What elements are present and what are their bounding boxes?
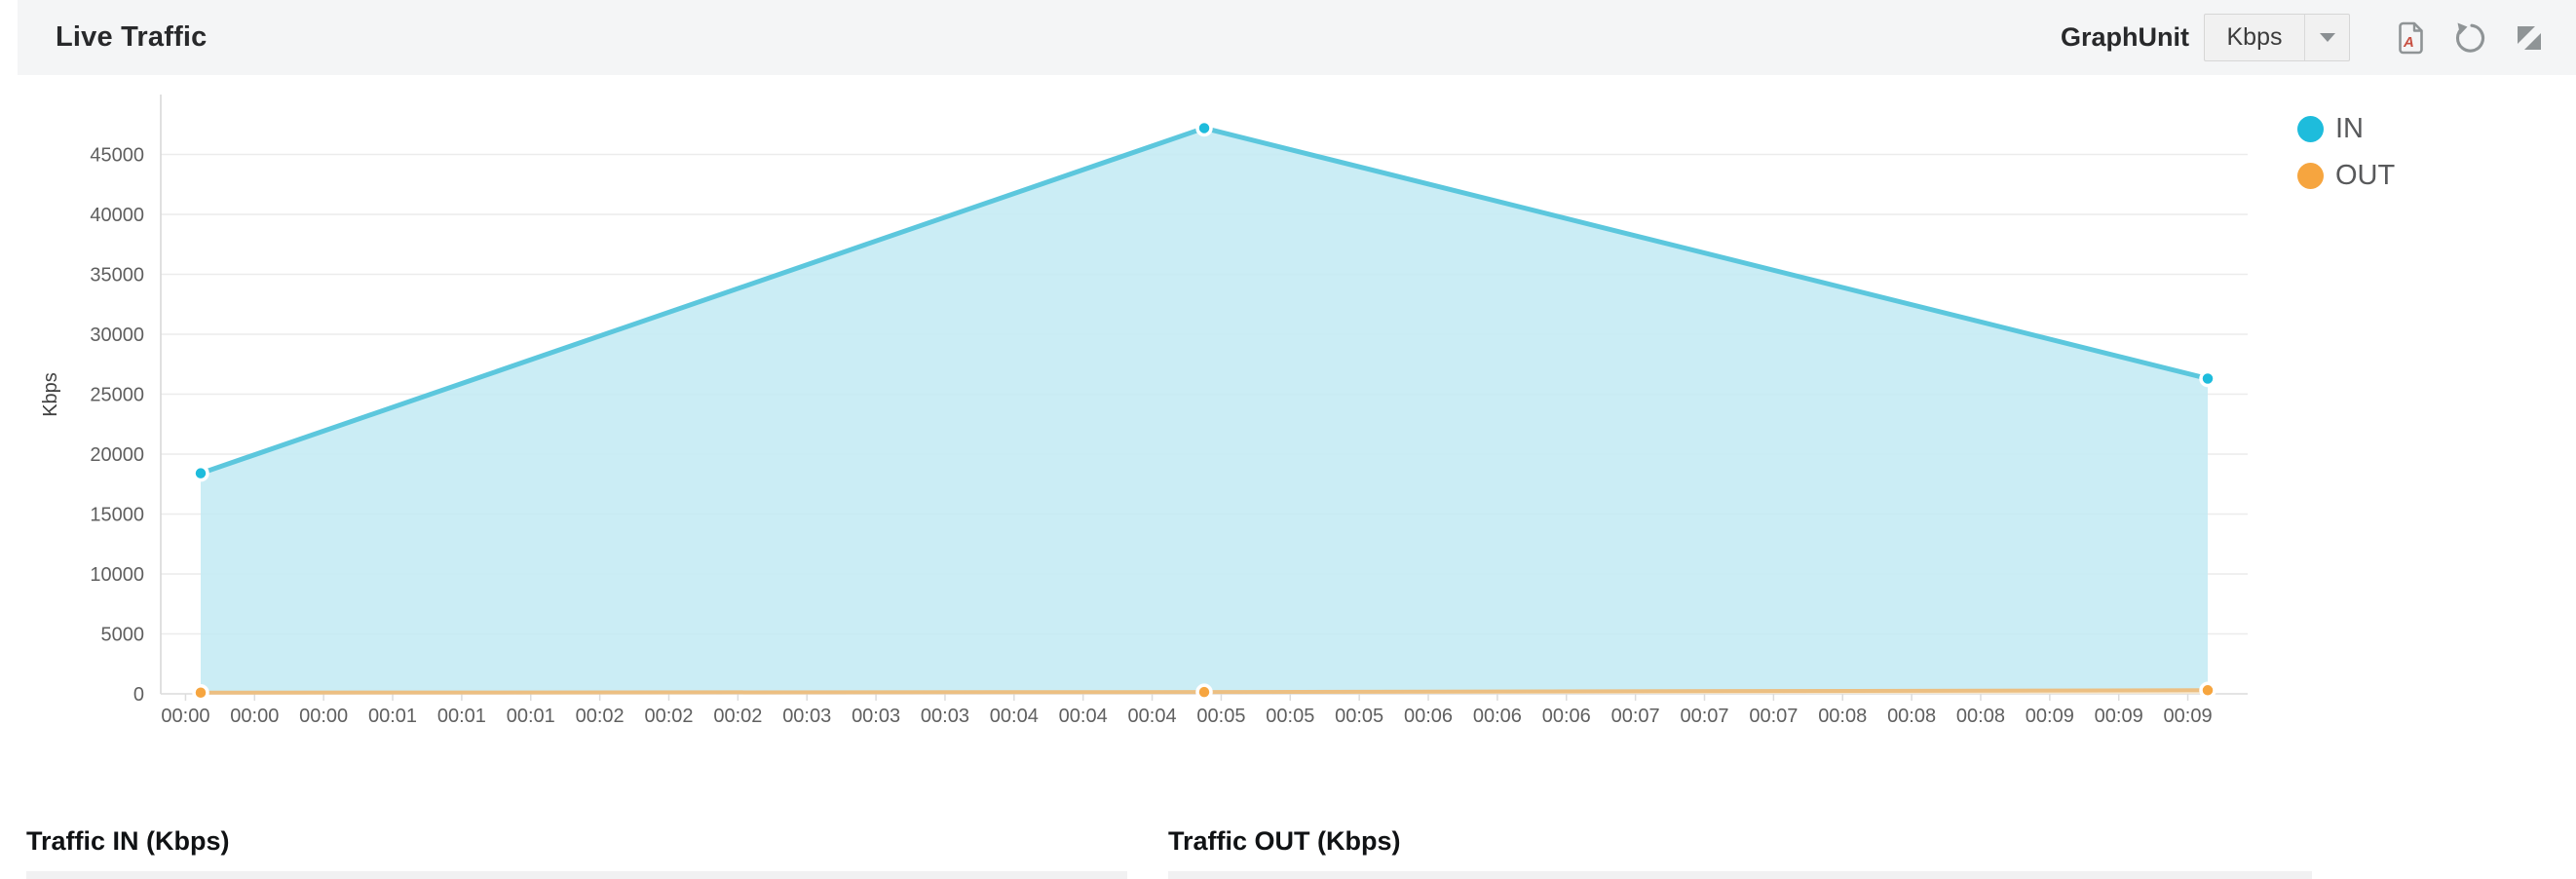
x-axis-tick-label: 00:00 [299,706,348,727]
live-traffic-chart[interactable]: 0 5000 10000 15000 20000 25000 30000 35000 40000… [0,0,2576,780]
y-axis-tick-label: 35000 [90,265,144,287]
dropdown-caret-cell[interactable] [2304,15,2349,60]
x-axis-tick-label: 00:03 [921,706,969,727]
legend-item-in[interactable]: IN [2297,113,2395,145]
expand-icon[interactable] [2512,19,2547,57]
y-axis-tick-label: 10000 [90,564,144,586]
x-axis-tick-label: 00:05 [1266,706,1314,727]
y-axis-tick-label: 20000 [90,444,144,466]
x-axis-tick-label: 00:07 [1611,706,1660,727]
chevron-down-icon [2319,33,2335,42]
series-out-marker[interactable] [2199,681,2216,700]
x-axis-tick-label: 00:09 [2095,706,2143,727]
y-axis-tick-label: 45000 [90,145,144,167]
x-axis-tick-label: 00:04 [990,706,1039,727]
y-axis-tick-label: 0 [133,684,144,706]
traffic-out-table-strip [1168,871,2312,879]
graph-unit-dropdown[interactable]: Kbps [2204,14,2350,61]
legend-dot-in-icon [2297,116,2324,142]
x-axis-tick-label: 00:01 [368,706,417,727]
traffic-out-section-title: Traffic OUT (Kbps) [1168,826,1401,856]
graph-unit-label: GraphUnit [2061,22,2189,52]
x-axis-tick-label: 00:01 [507,706,555,727]
x-axis-tick-label: 00:09 [2164,706,2213,727]
y-axis-tick-label: 25000 [90,385,144,406]
x-axis-tick-label: 00:03 [852,706,900,727]
page-title: Live Traffic [56,21,208,53]
x-axis-tick-label: 00:06 [1542,706,1591,727]
series-in-marker[interactable] [1195,119,1213,137]
x-axis-tick-label: 00:03 [782,706,831,727]
x-axis-tick-label: 00:02 [576,706,625,727]
header-icon-group: A [2393,19,2547,57]
y-axis-tick-label: 40000 [90,205,144,226]
x-axis-tick-label: 00:06 [1404,706,1453,727]
legend-label-in: IN [2335,113,2364,144]
legend-label-out: OUT [2335,160,2396,191]
x-axis-tick-label: 00:02 [713,706,762,727]
series-out-marker[interactable] [192,684,209,702]
x-axis-tick-label: 00:08 [1887,706,1936,727]
x-axis-tick-label: 00:04 [1059,706,1108,727]
x-axis-tick-label: 00:05 [1335,706,1383,727]
x-axis-tick-label: 00:00 [230,706,279,727]
x-axis-tick-label: 00:07 [1680,706,1728,727]
y-axis-tick-label: 5000 [101,625,145,646]
series-in-area [201,128,2208,694]
header-bar: Live Traffic GraphUnit Kbps A [18,0,2576,75]
pdf-export-icon[interactable]: A [2393,19,2428,57]
traffic-in-section-title: Traffic IN (Kbps) [26,826,230,856]
series-in-marker[interactable] [192,464,209,482]
legend-dot-out-icon [2297,163,2324,189]
graph-unit-selected-value: Kbps [2226,23,2283,51]
header-controls: GraphUnit Kbps A [2061,14,2547,61]
y-axis-tick-label: 15000 [90,505,144,526]
x-axis-tick-label: 00:02 [644,706,693,727]
series-in-marker[interactable] [2199,369,2216,388]
svg-text:A: A [2403,34,2414,51]
x-axis-tick-label: 00:08 [1818,706,1867,727]
traffic-in-table-strip [26,871,1127,879]
chart-legend: IN OUT [2297,113,2395,192]
x-axis-tick-label: 00:01 [437,706,486,727]
x-axis-tick-label: 00:07 [1749,706,1798,727]
y-axis-title: Kbps [40,372,61,417]
x-axis-tick-label: 00:06 [1473,706,1522,727]
y-axis-tick-label: 30000 [90,325,144,346]
x-axis-tick-label: 00:05 [1196,706,1245,727]
x-axis-tick-label: 00:09 [2026,706,2074,727]
x-axis-tick-label: 00:04 [1128,706,1177,727]
series-out-marker[interactable] [1195,683,1213,701]
legend-item-out[interactable]: OUT [2297,160,2395,192]
refresh-icon[interactable] [2452,19,2487,57]
x-axis-tick-label: 00:00 [161,706,209,727]
x-axis-tick-label: 00:08 [1956,706,2005,727]
